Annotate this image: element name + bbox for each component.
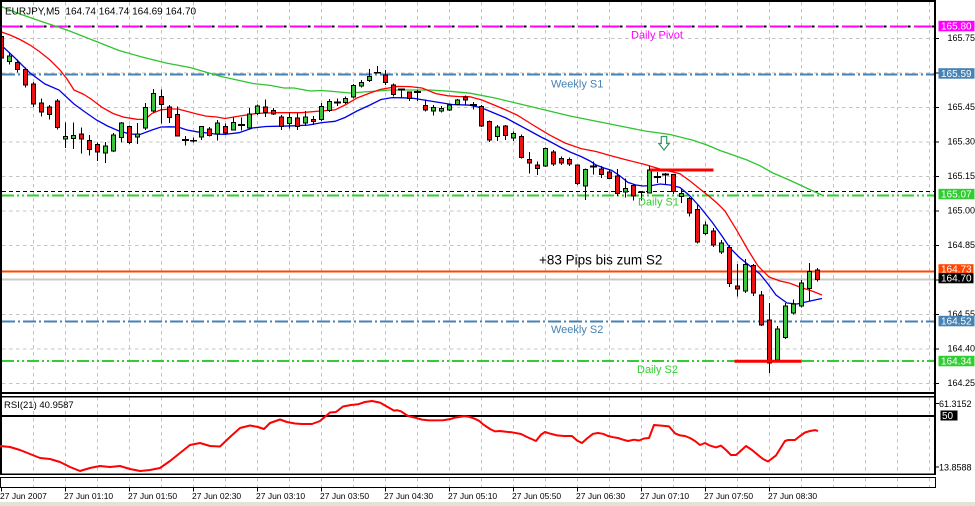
svg-text:Daily Pivot: Daily Pivot	[631, 30, 683, 42]
svg-text:165.30: 165.30	[948, 137, 975, 147]
svg-text:164.34: 164.34	[941, 357, 972, 368]
svg-text:50: 50	[942, 411, 954, 422]
svg-text:165.00: 165.00	[948, 206, 975, 216]
svg-text:27 Jun 08:30: 27 Jun 08:30	[768, 491, 817, 501]
svg-text:27 Jun 04:30: 27 Jun 04:30	[384, 491, 433, 501]
svg-text:165.59: 165.59	[941, 69, 972, 80]
svg-text:61.3152: 61.3152	[939, 399, 972, 409]
svg-text:27 Jun 2007: 27 Jun 2007	[0, 491, 47, 501]
svg-text:RSI(21) 40.9587: RSI(21) 40.9587	[4, 400, 74, 411]
svg-text:165.80: 165.80	[941, 22, 972, 33]
svg-text:165.15: 165.15	[948, 171, 975, 181]
svg-text:164.73: 164.73	[941, 264, 972, 275]
svg-text:164.25: 164.25	[948, 378, 975, 388]
svg-text:27 Jun 03:50: 27 Jun 03:50	[320, 491, 369, 501]
svg-text:Weekly S2: Weekly S2	[551, 324, 603, 336]
svg-text:165.75: 165.75	[948, 33, 975, 43]
svg-text:164.40: 164.40	[948, 344, 975, 354]
svg-text:27 Jun 06:30: 27 Jun 06:30	[576, 491, 625, 501]
svg-text:27 Jun 07:50: 27 Jun 07:50	[704, 491, 753, 501]
svg-text:Daily S1: Daily S1	[638, 197, 679, 209]
svg-text:27 Jun 01:50: 27 Jun 01:50	[128, 491, 177, 501]
svg-text:27 Jun 05:10: 27 Jun 05:10	[448, 491, 497, 501]
svg-text:164.70: 164.70	[941, 274, 972, 285]
svg-text:27 Jun 07:10: 27 Jun 07:10	[640, 491, 689, 501]
svg-text:Daily S2: Daily S2	[637, 364, 678, 376]
svg-text:164.52: 164.52	[941, 317, 972, 328]
svg-text:165.07: 165.07	[941, 190, 972, 201]
svg-text:13.8588: 13.8588	[939, 463, 972, 473]
svg-text:27 Jun 05:50: 27 Jun 05:50	[512, 491, 561, 501]
svg-text:27 Jun 01:10: 27 Jun 01:10	[64, 491, 113, 501]
svg-text:164.85: 164.85	[948, 240, 975, 250]
svg-text:EURJPY,M5 164.74 164.74 164.6: EURJPY,M5 164.74 164.74 164.69 164.70	[5, 7, 197, 18]
svg-text:164.55: 164.55	[948, 309, 975, 319]
svg-text:+83 Pips bis zum S2: +83 Pips bis zum S2	[539, 253, 662, 268]
svg-text:Weekly S1: Weekly S1	[551, 79, 603, 91]
svg-text:27 Jun 03:10: 27 Jun 03:10	[256, 491, 305, 501]
svg-text:165.45: 165.45	[948, 102, 975, 112]
svg-text:27 Jun 02:30: 27 Jun 02:30	[192, 491, 241, 501]
